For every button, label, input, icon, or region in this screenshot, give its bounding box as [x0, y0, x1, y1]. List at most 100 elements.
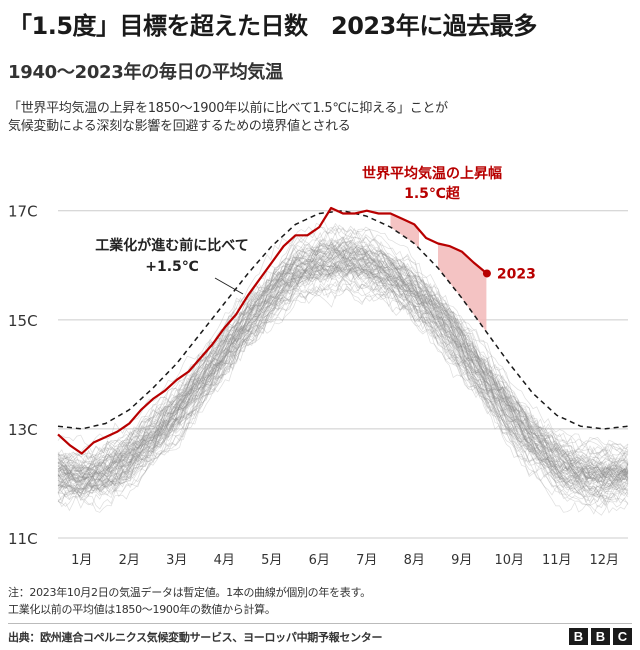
- description-line-2: 気候変動による深刻な影響を回避するための境界値とされる: [8, 119, 351, 134]
- background-year-line: [57, 255, 629, 483]
- exceed-fill: [438, 243, 487, 332]
- background-year-line: [57, 259, 629, 492]
- x-tick-label: 3月: [166, 553, 187, 568]
- background-year-line: [57, 251, 629, 476]
- background-year-line: [57, 237, 629, 471]
- exceed-fill: [324, 208, 343, 213]
- x-tick-label: 5月: [261, 553, 282, 568]
- background-year-line: [57, 240, 629, 483]
- x-tick-label: 2月: [119, 553, 140, 568]
- background-year-line: [57, 281, 629, 504]
- source-text: 出典：欧州連合コペルニクス気候変動サービス、ヨーロッパ中期予報センター: [8, 631, 383, 644]
- background-year-line: [57, 237, 629, 483]
- background-year-line: [57, 256, 629, 495]
- background-year-line: [57, 254, 629, 483]
- background-year-line: [57, 250, 629, 481]
- description-line-1: 「世界平均気温の上昇を1850〜1900年以前に比べて1.5℃に抑える」ことが: [8, 101, 448, 116]
- background-year-line: [57, 242, 629, 476]
- background-year-line: [57, 282, 629, 506]
- background-year-line: [57, 267, 629, 503]
- page-title: 「1.5度」目標を超えた日数 2023年に過去最多: [8, 12, 537, 40]
- background-year-line: [57, 226, 629, 470]
- background-year-line: [57, 282, 629, 513]
- background-year-line: [57, 262, 629, 491]
- exceed-label-line2: 1.5℃超: [404, 185, 461, 202]
- background-year-line: [57, 236, 629, 470]
- background-year-line: [57, 257, 629, 488]
- label-layer: 11C 13C 15C 17C 1月 2月 3月 4月 5月 6月 7月 8月 9月 10月 11月 12月 工…: [8, 165, 619, 568]
- background-year-line: [57, 237, 629, 467]
- bbc-logo: B B C: [569, 628, 632, 645]
- background-year-line: [57, 256, 629, 484]
- background-year-line: [57, 255, 629, 496]
- x-tick-label: 9月: [451, 553, 472, 568]
- background-year-line: [57, 256, 629, 483]
- background-year-line: [57, 248, 629, 487]
- background-year-line: [57, 256, 629, 482]
- grid-layer: [58, 210, 628, 539]
- threshold-label-line2: +1.5℃: [145, 259, 199, 275]
- background-year-line: [57, 247, 629, 476]
- background-year-line: [57, 273, 629, 506]
- footnote-line-1: 注：2023年10月2日の気温データは暫定値。1本の曲線が個別の年を表す。: [8, 586, 371, 599]
- x-tick-label: 10月: [494, 553, 524, 568]
- background-year-line: [57, 262, 629, 506]
- background-year-line: [57, 257, 629, 485]
- logo-letter-b1: B: [569, 628, 588, 645]
- background-year-line: [57, 264, 629, 493]
- background-year-line: [57, 258, 629, 494]
- x-tick-label: 11月: [542, 553, 572, 568]
- background-year-line: [57, 247, 628, 482]
- background-year-line: [57, 248, 629, 486]
- chart-description: 「世界平均気温の上昇を1850〜1900年以前に比べて1.5℃に抑える」ことが …: [8, 100, 448, 136]
- background-year-line: [57, 283, 629, 516]
- y-tick-label: 13C: [8, 421, 38, 439]
- background-year-line: [57, 228, 629, 472]
- background-year-line: [57, 264, 629, 496]
- footnote-line-2: 工業化以前の平均値は1850〜1900年の数値から計算。: [8, 603, 276, 616]
- logo-letter-b2: B: [591, 628, 610, 645]
- background-year-line: [57, 243, 629, 493]
- background-year-line: [57, 241, 629, 485]
- background-year-line: [57, 234, 629, 471]
- background-year-line: [57, 256, 629, 490]
- temperature-chart: 11C 13C 15C 17C 1月 2月 3月 4月 5月 6月 7月 8月 9月 10月 11月 12月 工…: [8, 165, 629, 568]
- x-tick-label: 12月: [589, 553, 619, 568]
- main-lines: [57, 206, 629, 455]
- background-year-line: [57, 246, 629, 476]
- background-year-line: [57, 240, 629, 480]
- background-year-line: [57, 260, 629, 490]
- background-year-line: [57, 238, 629, 467]
- background-year-line: [57, 278, 629, 515]
- background-year-line: [57, 244, 629, 482]
- background-year-line: [57, 241, 629, 478]
- background-year-line: [57, 222, 629, 462]
- background-year-line: [57, 247, 629, 495]
- y-tick-label: 17C: [8, 203, 38, 221]
- chart-subtitle: 1940〜2023年の毎日の平均気温: [8, 62, 283, 83]
- threshold-label-line1: 工業化が進む前に比べて: [95, 237, 248, 254]
- exceed-fill: [390, 213, 419, 249]
- exceed-label-line1: 世界平均気温の上昇幅: [362, 165, 502, 182]
- background-year-line: [57, 247, 629, 480]
- background-year-line: [57, 258, 629, 496]
- background-year-line: [57, 253, 629, 508]
- threshold-label-leader: [214, 277, 244, 295]
- background-year-line: [57, 267, 629, 504]
- background-year-line: [57, 250, 629, 475]
- background-year-line: [57, 242, 629, 474]
- background-year-line: [57, 254, 629, 503]
- background-year-line: [57, 259, 629, 493]
- background-year-line: [57, 252, 629, 498]
- x-tick-label: 4月: [214, 553, 235, 568]
- x-tick-label: 1月: [71, 553, 92, 568]
- series-2023-endpoint: [482, 269, 491, 278]
- background-year-line: [57, 251, 629, 481]
- background-year-line: [57, 262, 629, 502]
- y-tick-label: 11C: [8, 530, 38, 548]
- background-year-line: [57, 236, 629, 479]
- background-year-line: [57, 258, 629, 487]
- background-year-line: [57, 231, 629, 484]
- footnote: 注：2023年10月2日の気温データは暫定値。1本の曲線が個別の年を表す。 工業…: [8, 584, 371, 618]
- background-year-line: [57, 244, 629, 476]
